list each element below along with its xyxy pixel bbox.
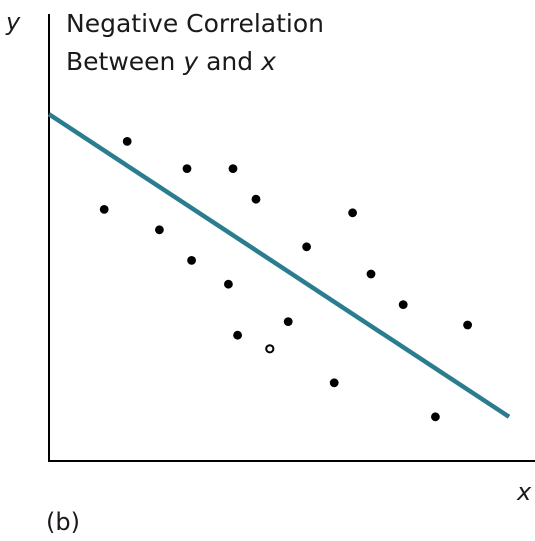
trend-line <box>47 112 511 419</box>
data-point-6 <box>224 279 233 289</box>
y-axis-label: y <box>5 8 21 36</box>
data-point-2 <box>122 137 132 146</box>
data-point-7 <box>228 164 238 174</box>
title-part-y: y <box>182 47 199 76</box>
title-part-between: Between <box>66 47 183 76</box>
data-point-1 <box>99 205 109 214</box>
data-point-14 <box>348 208 357 218</box>
data-point-11 <box>283 317 293 326</box>
title-part-and: and <box>198 47 261 76</box>
chart-title-line-2: Between y and x <box>66 47 276 76</box>
x-axis-label: x <box>516 478 532 506</box>
data-point-5 <box>187 256 197 265</box>
data-point-18 <box>463 320 472 330</box>
data-point-9 <box>251 194 261 204</box>
panel-label: (b) <box>46 508 80 536</box>
data-point-3 <box>155 225 164 235</box>
data-point-13 <box>329 378 339 388</box>
data-point-10 <box>265 344 275 354</box>
chart-title-line-1: Negative Correlation <box>66 9 324 38</box>
data-point-12 <box>302 242 311 252</box>
data-point-8 <box>233 330 243 340</box>
data-point-17 <box>431 412 440 422</box>
data-point-16 <box>398 300 408 309</box>
data-point-4 <box>182 164 192 174</box>
title-part-x: x <box>260 47 276 76</box>
data-points <box>99 137 472 422</box>
data-point-15 <box>366 269 376 279</box>
